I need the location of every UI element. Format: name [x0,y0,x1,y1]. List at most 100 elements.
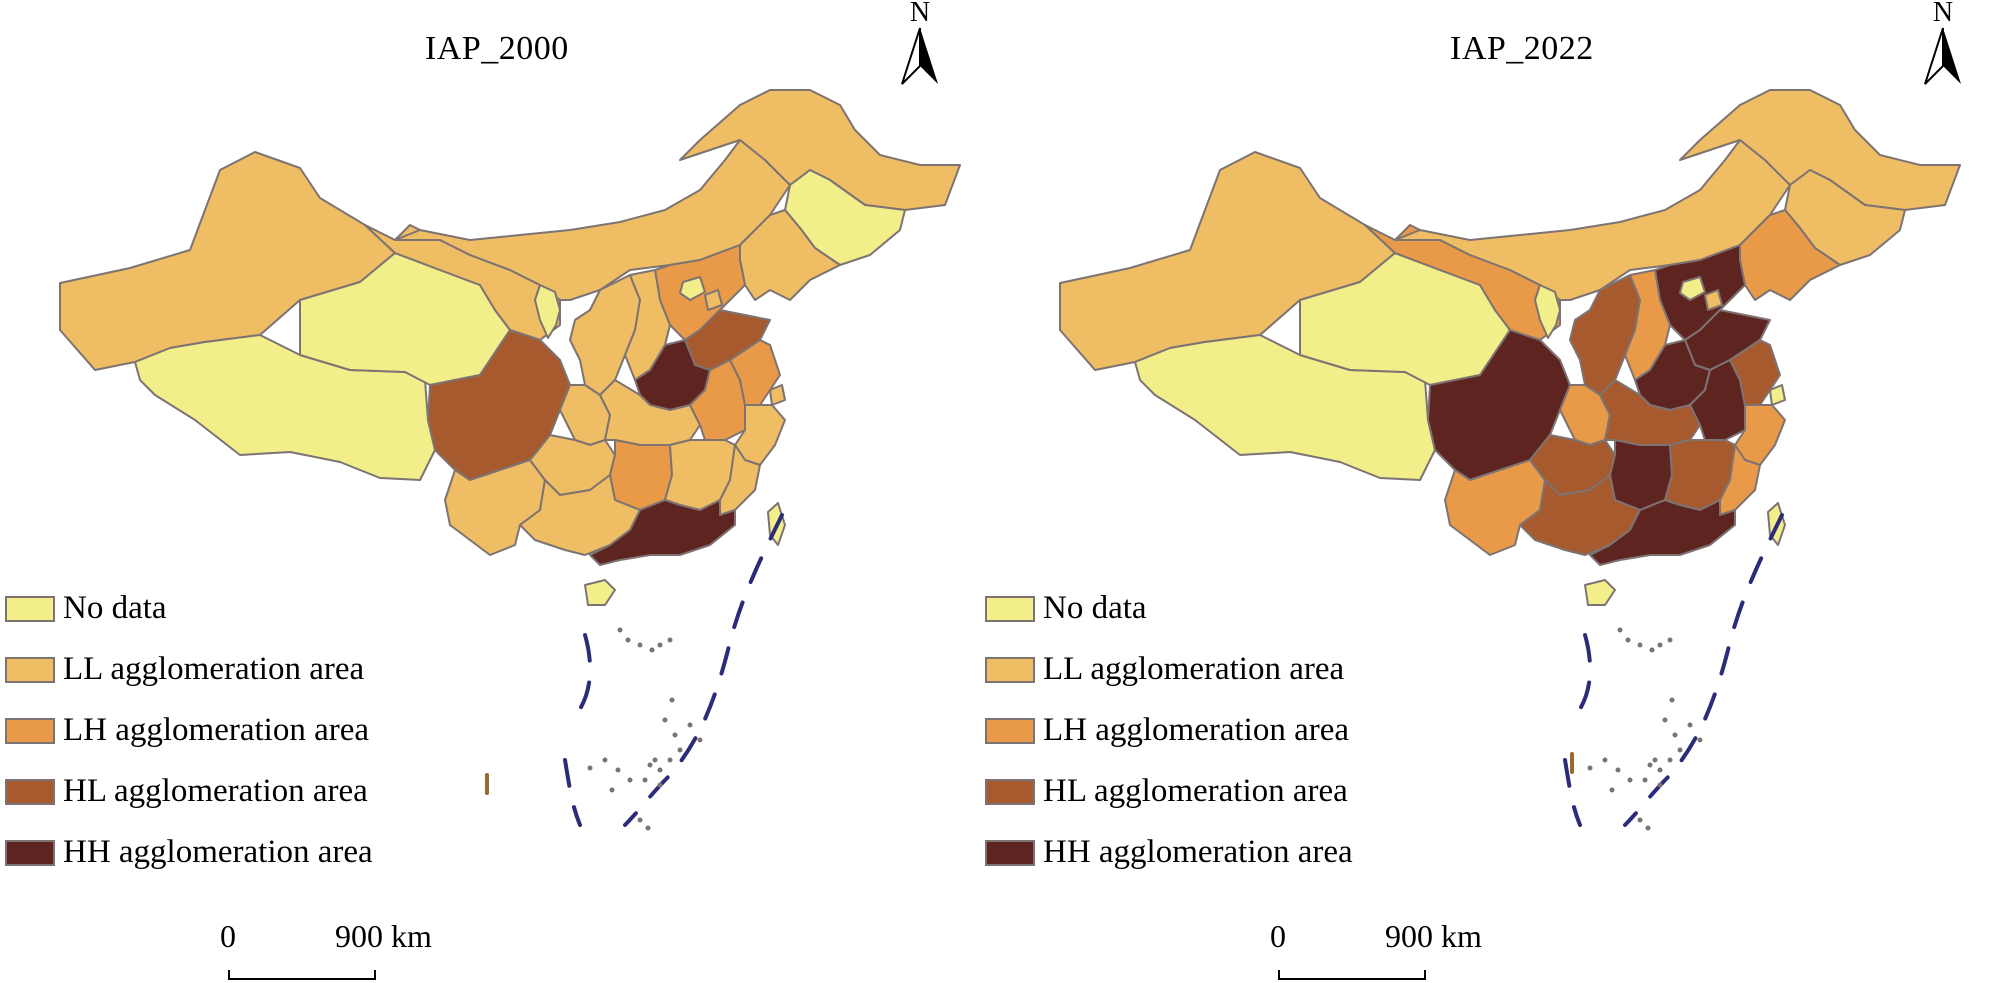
scale-start-label: 0 [220,918,236,954]
island-dot [617,627,623,633]
legend-label: LL agglomeration area [63,651,365,687]
island-dot [1647,762,1653,768]
island-dot [1669,697,1675,703]
province-ningxia [534,284,561,339]
province-hainan [584,579,616,606]
island-dot [1617,627,1623,633]
province-shanghai [769,384,786,406]
province-tianjin [1704,289,1723,311]
scale-start-label: 0 [1270,918,1286,954]
north-arrow-icon [901,27,938,85]
north-arrow-icon [1924,27,1961,85]
island-dot [1662,717,1668,723]
legend-swatch [985,778,1035,805]
map-title: IAP_2000 [425,30,569,67]
legend-item-ll: LL agglomeration area [0,639,373,700]
island-dot [627,777,633,783]
island-dot [1637,817,1643,823]
north-label: N [909,0,931,28]
island-dot [1645,825,1651,831]
island-dot [652,757,658,763]
north-arrow: N [1918,0,1968,90]
scale-bar-line [1278,970,1426,980]
island-dot [667,637,673,643]
scale-end-label: 900 km [335,918,432,954]
legend-item-no-data: No data [0,578,373,639]
island-dot [1587,765,1593,771]
legend-label: HL agglomeration area [63,773,368,809]
province-hainan [1584,579,1616,606]
island-dot [662,717,668,723]
map-panel-2000: IAP_2000 N No data LL agglomeration area… [0,0,961,980]
legend-item-hl: HL agglomeration area [980,761,1353,822]
legend-label: LH agglomeration area [63,712,370,748]
province-hunan [1609,439,1673,511]
province-shanghai [1769,384,1786,406]
island-dot [1657,767,1663,773]
legend-item-hh: HH agglomeration area [0,822,373,883]
legend-label: HH agglomeration area [63,834,373,870]
scale-bar-line [228,970,376,980]
legend-swatch [985,717,1035,744]
legend-swatch [5,656,55,683]
island-dot [637,642,643,648]
island-dot [697,737,703,743]
island-dot [657,782,663,788]
map-title: IAP_2022 [1450,30,1594,67]
legend-swatch [5,595,55,622]
china-map-2000 [59,89,961,831]
legend-swatch [985,656,1035,683]
island-dot [667,757,673,763]
legend-swatch [5,778,55,805]
island-dot [647,762,653,768]
island-dot [1677,747,1683,753]
scale-end-label: 900 km [1385,918,1482,954]
island-dot [657,767,663,773]
legend-swatch [985,595,1035,622]
map-panel-2022: IAP_2022 N No data LL agglomeration area… [985,0,2000,983]
legend-label: No data [63,590,167,626]
legend-label: HH agglomeration area [1043,834,1353,870]
province-hubei [1599,379,1701,446]
island-dot [1615,767,1621,773]
island-dot [1625,637,1631,643]
legend-swatch [5,839,55,866]
island-dot [1637,642,1643,648]
province-beijing [1679,276,1706,301]
province-tianjin [704,289,723,311]
island-dot [1667,637,1673,643]
legend-item-hh: HH agglomeration area [980,822,1353,883]
island-dot [1672,732,1678,738]
island-dot [669,697,675,703]
island-dot [1657,782,1663,788]
island-dot [1687,722,1693,728]
legend-swatch [5,717,55,744]
scale-bar: 0 900 km [1270,918,1530,980]
province-ningxia [1534,284,1561,339]
province-hunan [609,439,673,511]
island-dot [1652,757,1658,763]
province-guangdong [589,499,736,566]
island-mark [485,773,489,795]
island-dot [1627,777,1633,783]
scale-bar: 0 900 km [220,918,480,980]
island-mark [1570,752,1574,774]
legend-label: No data [1043,590,1147,626]
legend-swatch [985,839,1035,866]
island-dot [1697,737,1703,743]
province-hubei [599,379,701,446]
legend-item-lh: LH agglomeration area [0,700,373,761]
island-dot [687,722,693,728]
province-beijing [679,276,706,301]
province-yunnan [444,459,546,556]
island-dot [649,647,655,653]
legend: No data LL agglomeration area LH agglome… [0,578,373,883]
island-dot [615,767,621,773]
china-map-2022 [1059,89,1961,831]
legend-item-hl: HL agglomeration area [0,761,373,822]
north-label: N [1932,0,1954,28]
island-dot [1642,777,1648,783]
island-dot [609,787,615,793]
legend: No data LL agglomeration area LH agglome… [980,578,1353,883]
island-dot [672,732,678,738]
